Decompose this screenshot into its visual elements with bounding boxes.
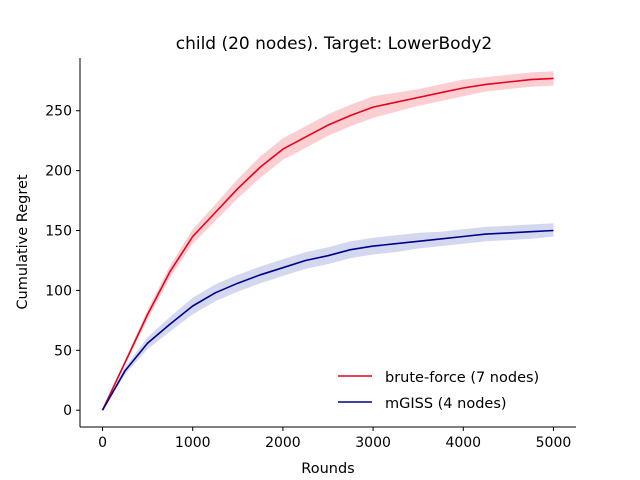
- x-tick-label: 2000: [265, 435, 301, 451]
- plot-area: [101, 71, 554, 411]
- line-mgiss-4-nodes: [101, 229, 554, 411]
- band-brute-force-7-nodes: [102, 71, 554, 411]
- x-tick-label: 5000: [536, 435, 572, 451]
- y-tick-label: 200: [45, 164, 72, 180]
- legend: brute-force (7 nodes) mGISS (4 nodes): [338, 370, 539, 412]
- y-tick-label: 50: [54, 343, 72, 359]
- line-brute-force-7-nodes: [101, 77, 554, 411]
- legend-label-brute-force: brute-force (7 nodes): [385, 370, 539, 386]
- x-tick-label: 4000: [445, 435, 481, 451]
- x-tick-label: 1000: [175, 435, 211, 451]
- chart-title: child (20 nodes). Target: LowerBody2: [176, 34, 493, 54]
- band-mgiss-4-nodes: [102, 223, 554, 411]
- y-tick-label: 150: [45, 224, 72, 240]
- y-axis-label: Cumulative Regret: [15, 174, 31, 309]
- y-tick-label: 100: [45, 283, 72, 299]
- legend-label-mgiss: mGISS (4 nodes): [385, 396, 507, 412]
- x-tick-label: 0: [98, 435, 107, 451]
- x-axis-label: Rounds: [301, 461, 354, 477]
- x-tick-label: 3000: [355, 435, 391, 451]
- y-tick-label: 0: [63, 403, 72, 419]
- y-ticks: 0 50 100 150 200 250: [45, 104, 80, 419]
- y-tick-label: 250: [45, 104, 72, 120]
- x-ticks: 0 1000 2000 3000 4000 5000: [98, 427, 571, 451]
